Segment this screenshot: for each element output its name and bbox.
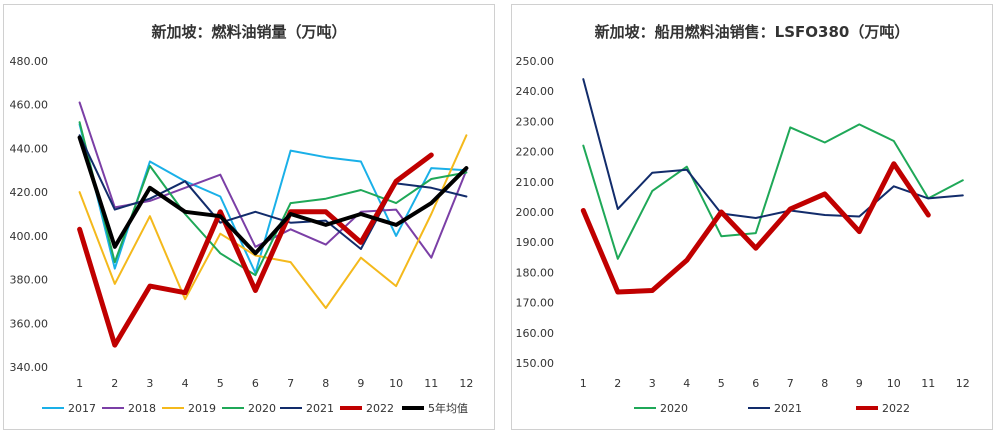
y-tick-label: 360.00 xyxy=(10,317,49,330)
chart-title: 新加坡：船用燃料油销售：LSFO380（万吨） xyxy=(595,23,910,41)
chart-panel-lsfo380: 新加坡：船用燃料油销售：LSFO380（万吨） 150.00 160.00 170.0… xyxy=(511,4,993,430)
y-tick-label: 200.00 xyxy=(516,206,555,219)
x-tick-label: 9 xyxy=(357,377,364,390)
x-tick-label: 8 xyxy=(821,377,828,390)
y-tick-label: 160.00 xyxy=(516,327,555,340)
chart-panel-sales-volume: 新加坡：燃料油销量（万吨） 340.00 360.00 380.00 400.00 420… xyxy=(3,4,495,430)
x-tick-label: 4 xyxy=(683,377,690,390)
chart-title: 新加坡：燃料油销量（万吨） xyxy=(151,23,346,41)
x-tick-label: 3 xyxy=(649,377,656,390)
x-tick-label: 1 xyxy=(76,377,83,390)
x-tick-label: 9 xyxy=(856,377,863,390)
y-tick-label: 250.00 xyxy=(516,55,555,68)
legend-label: 2017 xyxy=(68,402,96,415)
legend-label: 2021 xyxy=(306,402,334,415)
x-tick-label: 6 xyxy=(252,377,259,390)
x-tick-label: 10 xyxy=(389,377,403,390)
x-tick-label: 1 xyxy=(580,377,587,390)
x-tick-label: 2 xyxy=(614,377,621,390)
x-tick-label: 3 xyxy=(146,377,153,390)
y-tick-label: 400.00 xyxy=(10,230,49,243)
chart-sales-volume: 新加坡：燃料油销量（万吨）340.00360.00380.00400.00420… xyxy=(10,23,474,415)
y-tick-label: 190.00 xyxy=(516,236,555,249)
y-tick-label: 230.00 xyxy=(516,115,555,128)
series-line-2020 xyxy=(78,121,468,277)
y-tick-label: 380.00 xyxy=(10,274,49,287)
y-tick-label: 170.00 xyxy=(516,297,555,310)
chart-lsfo380: 新加坡：船用燃料油销售：LSFO380（万吨） 150.00 160.00 170.0… xyxy=(516,23,970,415)
y-tick-label: 340.00 xyxy=(10,361,49,374)
y-tick-label: 420.00 xyxy=(10,186,49,199)
x-tick-label: 11 xyxy=(424,377,438,390)
y-tick-label: 180.00 xyxy=(516,266,555,279)
x-tick-label: 5 xyxy=(718,377,725,390)
series-line-5年均值 xyxy=(77,135,469,256)
x-tick-label: 4 xyxy=(182,377,189,390)
legend-label: 5年均值 xyxy=(428,401,468,415)
y-tick-label: 210.00 xyxy=(516,176,555,189)
x-tick-label: 8 xyxy=(322,377,329,390)
y-tick-label: 240.00 xyxy=(516,85,555,98)
x-tick-label: 2 xyxy=(111,377,118,390)
series-line-2022 xyxy=(580,161,931,295)
legend-label: 2022 xyxy=(882,402,910,415)
legend-label: 2021 xyxy=(774,402,802,415)
x-tick-label: 11 xyxy=(921,377,935,390)
series-line-2021 xyxy=(582,78,964,219)
series-line-2019 xyxy=(78,134,468,309)
x-tick-label: 12 xyxy=(956,377,970,390)
x-tick-label: 7 xyxy=(287,377,294,390)
y-tick-label: 440.00 xyxy=(10,142,49,155)
x-tick-label: 5 xyxy=(217,377,224,390)
series-line-2020 xyxy=(582,123,964,260)
legend-label: 2018 xyxy=(128,402,156,415)
y-tick-label: 150.00 xyxy=(516,357,555,370)
legend-label: 2020 xyxy=(660,402,688,415)
y-tick-label: 460.00 xyxy=(10,99,49,112)
x-tick-label: 7 xyxy=(787,377,794,390)
series-line-2022 xyxy=(77,152,434,348)
legend-label: 2019 xyxy=(188,402,216,415)
y-tick-label: 220.00 xyxy=(516,146,555,159)
x-tick-label: 12 xyxy=(459,377,473,390)
x-tick-label: 6 xyxy=(752,377,759,390)
legend-label: 2020 xyxy=(248,402,276,415)
x-tick-label: 10 xyxy=(887,377,901,390)
legend-label: 2022 xyxy=(366,402,394,415)
y-tick-label: 480.00 xyxy=(10,55,49,68)
